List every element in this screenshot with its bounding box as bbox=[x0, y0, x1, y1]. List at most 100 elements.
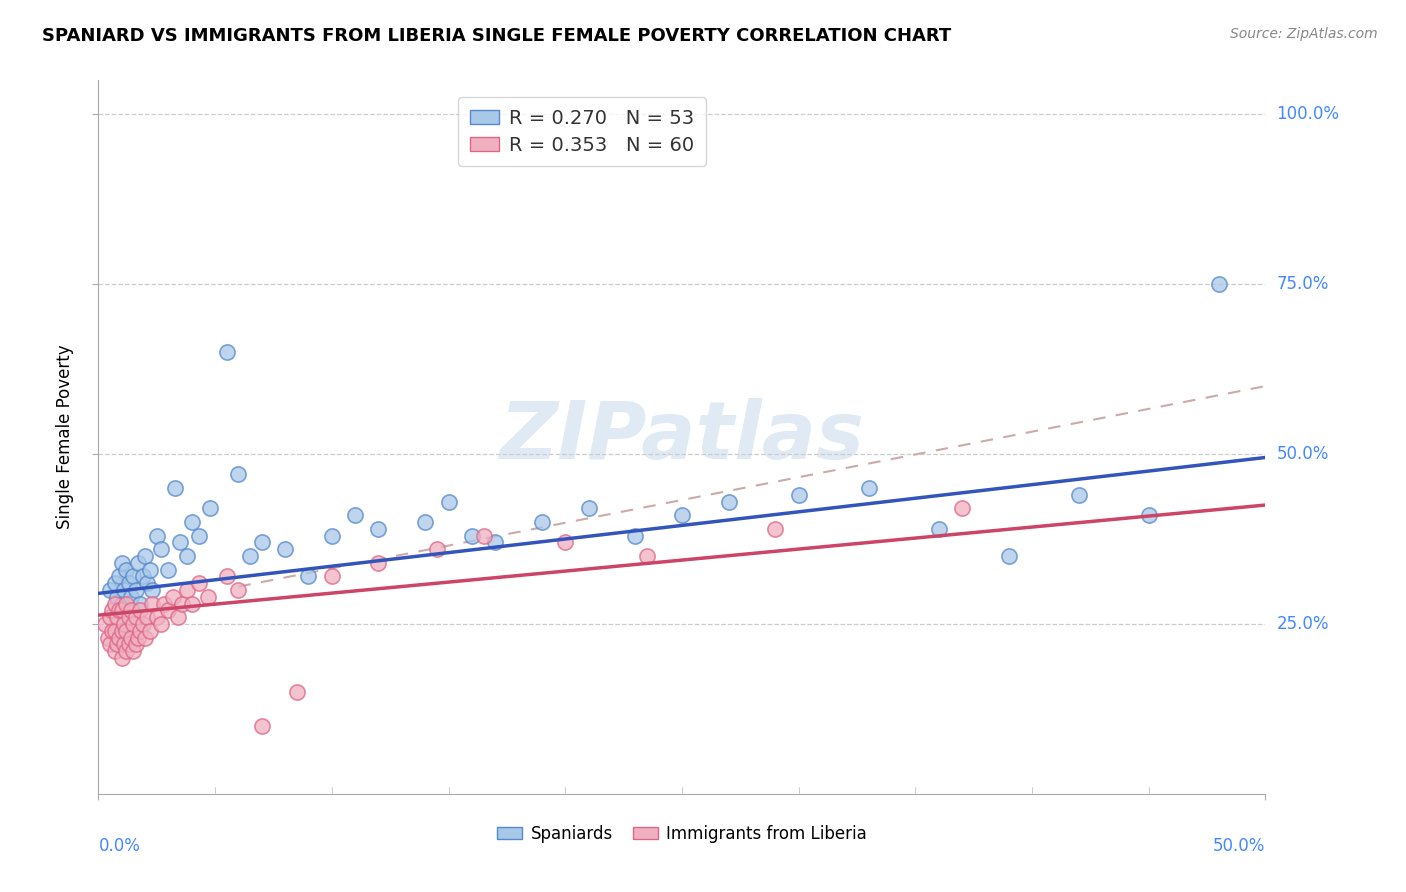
Point bbox=[139, 563, 162, 577]
Point bbox=[125, 582, 148, 597]
Point bbox=[437, 494, 460, 508]
Point bbox=[297, 569, 319, 583]
Point bbox=[120, 590, 142, 604]
Text: 25.0%: 25.0% bbox=[1277, 615, 1329, 633]
Text: SPANIARD VS IMMIGRANTS FROM LIBERIA SINGLE FEMALE POVERTY CORRELATION CHART: SPANIARD VS IMMIGRANTS FROM LIBERIA SING… bbox=[42, 27, 952, 45]
Point bbox=[187, 528, 209, 542]
Point bbox=[169, 535, 191, 549]
Point bbox=[115, 563, 138, 577]
Legend: Spaniards, Immigrants from Liberia: Spaniards, Immigrants from Liberia bbox=[491, 819, 873, 850]
Point bbox=[101, 624, 124, 638]
Point bbox=[115, 597, 138, 611]
Point bbox=[104, 597, 127, 611]
Point bbox=[176, 582, 198, 597]
Point bbox=[136, 610, 159, 624]
Point bbox=[97, 631, 120, 645]
Point bbox=[150, 542, 173, 557]
Point bbox=[111, 556, 134, 570]
Point bbox=[1067, 488, 1090, 502]
Point bbox=[122, 569, 145, 583]
Point bbox=[112, 617, 135, 632]
Point bbox=[321, 569, 343, 583]
Y-axis label: Single Female Poverty: Single Female Poverty bbox=[56, 345, 75, 529]
Point bbox=[321, 528, 343, 542]
Point bbox=[111, 624, 134, 638]
Point bbox=[344, 508, 367, 523]
Point bbox=[187, 576, 209, 591]
Point bbox=[118, 637, 141, 651]
Point bbox=[367, 556, 389, 570]
Point bbox=[136, 576, 159, 591]
Point bbox=[129, 597, 152, 611]
Point bbox=[108, 569, 131, 583]
Point bbox=[180, 597, 202, 611]
Point bbox=[146, 528, 169, 542]
Point bbox=[118, 576, 141, 591]
Point bbox=[472, 528, 495, 542]
Point bbox=[125, 610, 148, 624]
Point bbox=[215, 569, 238, 583]
Point bbox=[98, 637, 121, 651]
Point bbox=[112, 582, 135, 597]
Text: 50.0%: 50.0% bbox=[1277, 445, 1329, 463]
Point bbox=[367, 522, 389, 536]
Point bbox=[104, 624, 127, 638]
Point bbox=[134, 631, 156, 645]
Text: 50.0%: 50.0% bbox=[1213, 837, 1265, 855]
Point bbox=[129, 603, 152, 617]
Point bbox=[671, 508, 693, 523]
Point bbox=[104, 644, 127, 658]
Point bbox=[122, 644, 145, 658]
Point bbox=[228, 467, 250, 482]
Point bbox=[111, 651, 134, 665]
Point bbox=[146, 610, 169, 624]
Point bbox=[125, 637, 148, 651]
Point bbox=[239, 549, 262, 563]
Point bbox=[127, 556, 149, 570]
Point bbox=[98, 610, 121, 624]
Point bbox=[152, 597, 174, 611]
Point bbox=[132, 569, 155, 583]
Point bbox=[180, 515, 202, 529]
Point bbox=[111, 597, 134, 611]
Point bbox=[112, 637, 135, 651]
Point bbox=[578, 501, 600, 516]
Point bbox=[120, 631, 142, 645]
Text: 100.0%: 100.0% bbox=[1277, 105, 1340, 123]
Point bbox=[122, 617, 145, 632]
Point bbox=[127, 631, 149, 645]
Point bbox=[108, 603, 131, 617]
Point bbox=[105, 590, 128, 604]
Text: Source: ZipAtlas.com: Source: ZipAtlas.com bbox=[1230, 27, 1378, 41]
Point bbox=[763, 522, 786, 536]
Point bbox=[115, 624, 138, 638]
Point bbox=[787, 488, 810, 502]
Point bbox=[197, 590, 219, 604]
Point bbox=[215, 345, 238, 359]
Point bbox=[554, 535, 576, 549]
Point bbox=[166, 610, 188, 624]
Point bbox=[141, 597, 163, 611]
Point bbox=[950, 501, 973, 516]
Point bbox=[101, 603, 124, 617]
Point bbox=[176, 549, 198, 563]
Point bbox=[134, 549, 156, 563]
Point bbox=[636, 549, 658, 563]
Point bbox=[94, 617, 117, 632]
Point bbox=[172, 597, 194, 611]
Text: 75.0%: 75.0% bbox=[1277, 275, 1329, 293]
Point bbox=[120, 603, 142, 617]
Point bbox=[250, 535, 273, 549]
Point bbox=[105, 610, 128, 624]
Point bbox=[157, 603, 180, 617]
Point bbox=[141, 582, 163, 597]
Point bbox=[285, 685, 308, 699]
Point bbox=[624, 528, 647, 542]
Point bbox=[413, 515, 436, 529]
Point bbox=[274, 542, 297, 557]
Point bbox=[104, 576, 127, 591]
Point bbox=[111, 603, 134, 617]
Point bbox=[717, 494, 740, 508]
Point bbox=[105, 637, 128, 651]
Point bbox=[150, 617, 173, 632]
